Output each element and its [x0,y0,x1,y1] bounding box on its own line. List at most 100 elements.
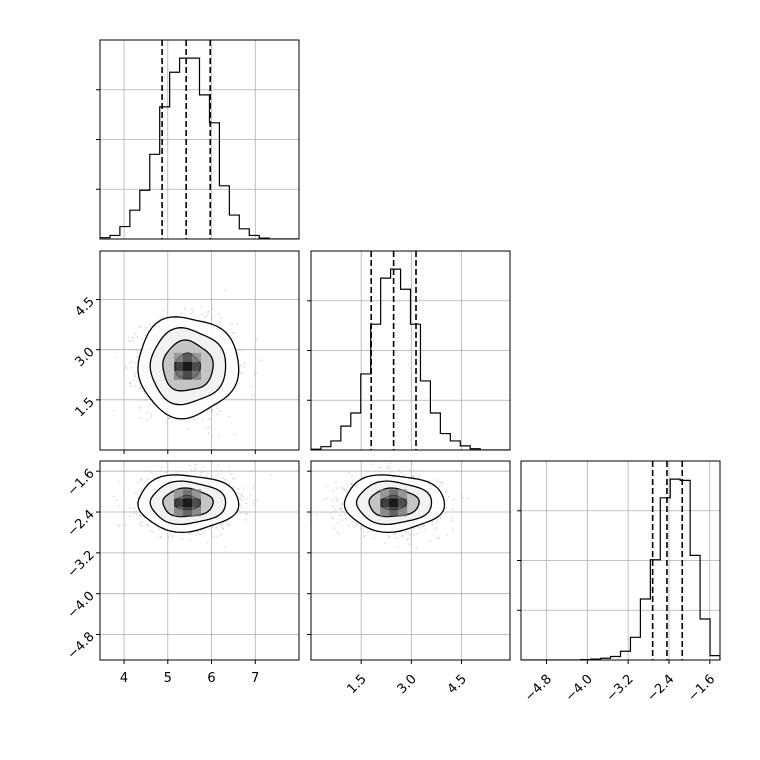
sample-point [124,524,127,527]
sample-point [351,525,354,528]
sample-point [348,524,350,526]
sample-point [400,471,403,474]
sample-point [186,428,189,430]
sample-point [134,375,137,378]
sample-point [210,475,212,478]
y-tick-label: −4.0 [65,589,98,622]
sample-point [360,527,362,530]
sample-point [200,313,203,316]
sample-point [369,529,372,532]
sample-point [160,469,163,472]
sample-point [397,546,400,548]
contour-line [149,480,227,526]
sample-point [412,534,415,536]
sample-point [200,474,203,477]
sample-point [165,421,167,424]
sample-point [233,331,236,334]
sample-point [256,499,258,502]
sample-point [139,522,142,525]
sample-point [371,530,374,533]
sample-point [132,348,134,351]
sample-point [460,494,462,497]
sample-point [180,312,182,315]
sample-point [451,519,453,522]
sample-point [362,530,365,533]
sample-point [241,495,244,498]
sample-point [159,535,162,538]
sample-point [208,527,211,530]
sample-point [447,495,450,498]
x-tick-label: 4 [120,671,128,686]
density-cell [191,507,201,517]
sample-point [162,316,165,318]
sample-point [211,307,214,310]
density-cell [182,361,192,371]
sample-point [134,371,137,374]
sample-point [244,518,247,521]
panel-frame [99,39,300,240]
sample-point [250,394,253,397]
sample-point [232,486,235,489]
sample-point [134,361,137,364]
sample-point [398,474,400,477]
sample-point [260,359,262,362]
sample-point [224,289,227,291]
sample-point [198,533,201,536]
sample-point [243,362,246,365]
sample-point [147,478,149,481]
sample-point [336,505,339,508]
sample-point [357,524,359,527]
sample-point [452,508,454,511]
sample-point [238,509,240,512]
sample-point [351,483,354,485]
sample-point [351,475,353,478]
x-tick-label: −4.8 [522,672,555,705]
sample-point [134,332,136,335]
sample-point [138,407,141,409]
y-tick-label: −2.4 [65,507,98,540]
sample-point [239,364,242,367]
sample-point [136,481,139,484]
sample-point [239,511,242,514]
sample-point [112,409,115,412]
sample-point [200,305,203,308]
sample-point [332,499,334,502]
sample-point [401,534,404,537]
density-panel-0 [99,250,300,451]
sample-point [220,317,222,320]
sample-point [339,514,342,517]
sample-point [176,471,179,474]
sample-point [192,418,195,421]
x-tick-label: 7 [251,671,259,686]
sample-point [137,352,140,355]
density-cell [398,489,408,499]
x-tick-label: 6 [207,671,215,686]
y-tick-label: −1.6 [65,466,98,499]
x-tick-label: −2.4 [645,672,678,705]
sample-point [245,502,248,504]
sample-point [200,533,202,536]
sample-point [441,482,444,485]
sample-point [215,413,218,416]
sample-point [237,353,240,356]
density-cell [173,352,183,362]
sample-point [219,321,221,324]
sample-point [208,310,210,313]
sample-point [387,465,390,468]
sample-point [408,543,410,546]
sample-point [130,366,133,369]
contour-line [149,327,227,406]
sample-point [231,323,233,326]
sample-point [132,337,135,339]
sample-point [412,469,415,471]
sample-point [467,497,470,500]
sample-point [359,525,362,528]
sample-point [432,523,434,526]
sample-point [224,478,227,481]
contour-line [137,474,240,534]
sample-point [193,469,196,471]
sample-point [146,419,149,421]
sample-point [378,470,381,473]
sample-point [335,497,337,500]
sample-point [133,512,135,515]
